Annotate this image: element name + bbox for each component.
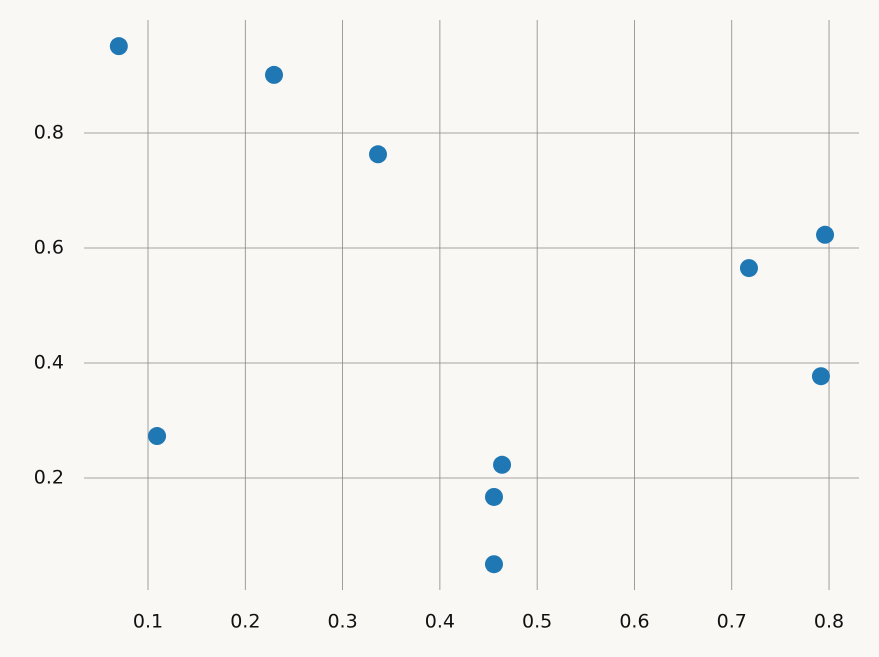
y-tick-label: 0.8 <box>34 121 64 143</box>
point <box>484 555 503 574</box>
x-tick-label: 0.1 <box>133 611 163 633</box>
point <box>484 487 503 506</box>
y-tick-label: 0.4 <box>34 351 64 373</box>
point <box>265 65 284 84</box>
x-tick-label: 0.7 <box>717 611 747 633</box>
y-tick-label: 0.6 <box>34 236 64 258</box>
point <box>109 37 128 56</box>
x-tick-label: 0.6 <box>619 611 649 633</box>
y-tick-label: 0.2 <box>34 466 64 488</box>
x-tick-label: 0.2 <box>230 611 260 633</box>
x-tick-label: 0.4 <box>425 611 455 633</box>
point <box>493 455 512 474</box>
point <box>739 259 758 278</box>
x-tick-label: 0.5 <box>522 611 552 633</box>
point <box>811 367 830 386</box>
x-tick-label: 0.3 <box>327 611 357 633</box>
point <box>369 145 388 164</box>
point <box>148 427 167 446</box>
x-tick-label: 0.8 <box>814 611 844 633</box>
point <box>816 225 835 244</box>
